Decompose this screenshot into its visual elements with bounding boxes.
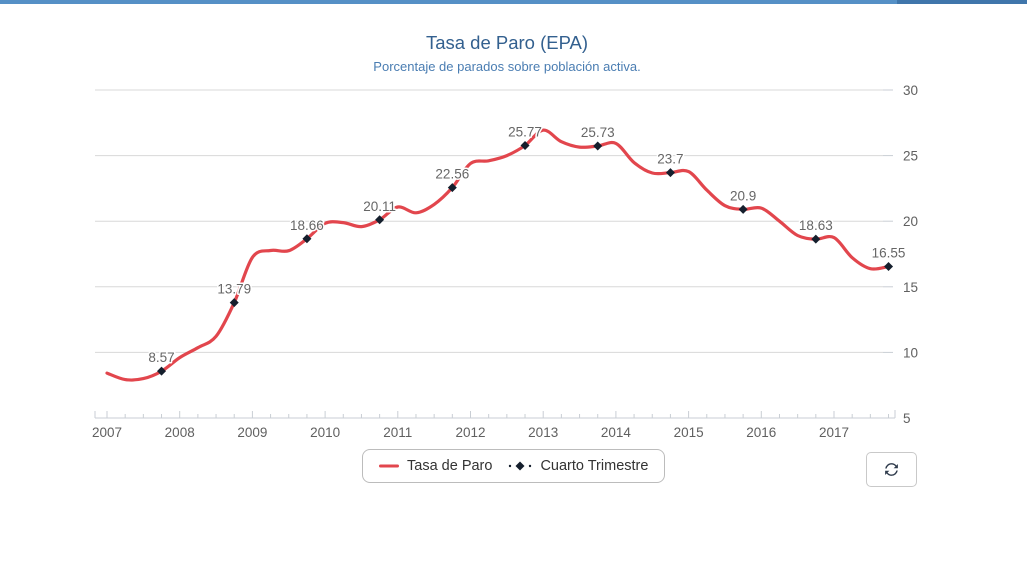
x-tick-label: 2013 [528,425,558,440]
x-tick-label: 2015 [674,425,704,440]
q4-marker[interactable] [811,234,821,244]
legend-label-cuarto-trimestre: Cuarto Trimestre [540,458,649,474]
y-tick-label: 10 [903,345,918,360]
top-accent-bar-right [897,0,1027,4]
y-tick-label: 5 [903,411,911,426]
x-tick-label: 2012 [455,425,485,440]
y-tick-label: 20 [903,214,918,229]
red-line-swatch-icon [379,464,399,468]
q4-marker[interactable] [229,298,239,308]
x-tick-label: 2008 [165,425,195,440]
legend-item-cuarto-trimestre[interactable]: Cuarto Trimestre [508,458,648,474]
x-tick-label: 2017 [819,425,849,440]
chart-subtitle: Porcentaje de parados sobre población ac… [373,59,641,74]
q4-marker[interactable] [665,168,675,178]
q4-data-label: 22.56 [435,167,469,182]
q4-marker[interactable] [447,183,457,193]
q4-marker[interactable] [157,366,167,376]
q4-data-label: 18.63 [799,218,833,233]
x-tick-label: 2009 [237,425,267,440]
q4-data-label: 20.11 [363,199,396,214]
legend-item-tasa-de-paro[interactable]: Tasa de Paro [379,458,492,474]
q4-data-label: 8.57 [148,350,174,365]
y-tick-label: 25 [903,149,918,164]
x-tick-label: 2010 [310,425,340,440]
q4-data-label: 18.66 [290,218,324,233]
q4-data-label: 25.77 [508,124,542,139]
q4-marker[interactable] [884,261,894,271]
q4-marker[interactable] [375,215,385,225]
q4-marker[interactable] [738,204,748,214]
unemployment-rate-line[interactable] [105,128,891,382]
q4-data-label: 20.9 [730,188,756,203]
y-tick-label: 30 [903,83,918,98]
x-tick-label: 2014 [601,425,632,440]
q4-marker[interactable] [302,234,312,244]
x-tick-label: 2016 [746,425,776,440]
q4-data-label: 25.73 [581,125,615,140]
chart-legend: Tasa de Paro Cuarto Trimestre [362,449,666,483]
q4-marker[interactable] [593,141,603,151]
chart-title: Tasa de Paro (EPA) [425,32,589,53]
q4-data-label: 23.7 [657,152,683,167]
q4-data-label: 16.55 [872,245,906,260]
refresh-icon [885,463,898,476]
diamond-marker-swatch-icon [509,461,532,471]
q4-data-label: 13.79 [217,282,251,297]
refresh-button[interactable] [866,452,917,487]
y-tick-label: 15 [903,280,918,295]
x-tick-label: 2011 [383,425,412,440]
x-tick-label: 2007 [92,425,122,440]
q4-marker[interactable] [520,140,530,150]
legend-label-tasa-de-paro: Tasa de Paro [407,458,493,474]
top-accent-bar [0,0,1027,4]
